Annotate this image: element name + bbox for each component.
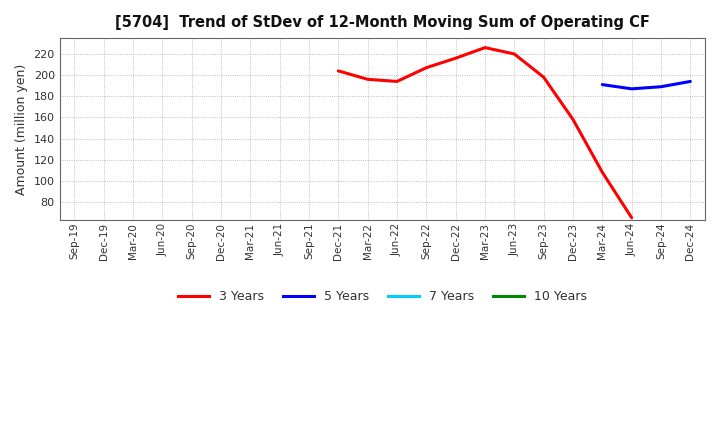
- Y-axis label: Amount (million yen): Amount (million yen): [15, 63, 28, 194]
- Legend: 3 Years, 5 Years, 7 Years, 10 Years: 3 Years, 5 Years, 7 Years, 10 Years: [173, 285, 592, 308]
- Title: [5704]  Trend of StDev of 12-Month Moving Sum of Operating CF: [5704] Trend of StDev of 12-Month Moving…: [115, 15, 649, 30]
